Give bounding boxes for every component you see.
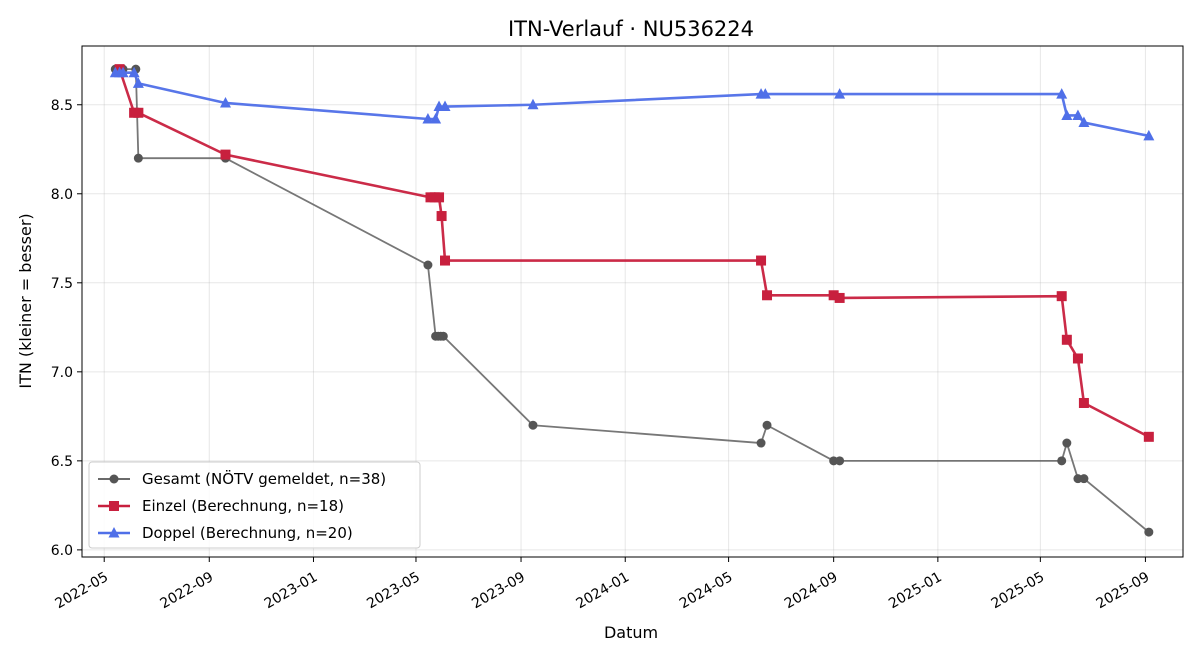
data-point: [756, 438, 766, 448]
data-point: [133, 153, 143, 163]
plot-frame: [81, 45, 1184, 558]
y-axis-label: ITN (kleiner = besser): [16, 213, 35, 388]
data-point: [1056, 88, 1068, 99]
data-point: [422, 113, 434, 124]
x-tick-label: 2022-09: [158, 569, 217, 612]
data-point: [436, 211, 447, 222]
data-point: [128, 66, 140, 78]
y-tick-label: 8.0: [51, 187, 73, 203]
data-point: [762, 290, 773, 301]
y-tick-label: 6.5: [51, 454, 73, 470]
data-point: [1143, 431, 1154, 442]
data-point: [527, 98, 539, 110]
x-tick-label: 2024-09: [782, 569, 841, 612]
data-point: [1061, 334, 1072, 345]
y-tick-label: 7.0: [51, 365, 73, 381]
data-point: [219, 96, 231, 108]
x-axis-label: Datum: [604, 623, 658, 642]
data-point: [835, 456, 845, 466]
series-square: [114, 64, 1154, 442]
x-axis: 2022-05 2022-09 2023-01 2023-05 2023-09 2024-…: [52, 557, 1152, 612]
data-point: [439, 100, 451, 112]
x-tick-label: 2025-09: [1094, 569, 1153, 612]
legend-label: Einzel (Berechnung, n=18): [142, 497, 344, 515]
data-point: [834, 292, 845, 303]
legend-label: Doppel (Berechnung, n=20): [142, 524, 353, 542]
data-point: [132, 77, 144, 88]
legend-box: [88, 461, 421, 549]
data-point: [828, 290, 839, 301]
x-tick-label: 2022-05: [52, 569, 111, 612]
x-tick-label: 2023-01: [262, 569, 321, 612]
x-tick-label: 2025-01: [886, 569, 945, 612]
data-point: [423, 260, 433, 270]
data-point: [528, 420, 538, 430]
legend-swatch-marker: [109, 501, 119, 511]
data-point: [1057, 456, 1067, 466]
series-line: [118, 68, 1150, 438]
series-triangle: [109, 66, 1155, 141]
y-tick-label: 8.5: [51, 98, 73, 114]
y-tick-label: 7.5: [51, 276, 73, 292]
data-point: [434, 192, 445, 203]
x-tick-label: 2023-09: [469, 569, 528, 612]
data-point: [1078, 397, 1089, 408]
series-layer: [109, 64, 1155, 537]
legend: Gesamt (NÖTV gemeldet, n=38) Einzel (Bere…: [88, 461, 421, 549]
data-point: [430, 113, 442, 124]
x-tick-label: 2023-05: [364, 569, 423, 612]
legend-item: Doppel (Berechnung, n=20): [98, 524, 353, 542]
y-axis: 6.0 6.5 7.0 7.5 8.0 8.5: [51, 98, 82, 559]
data-point: [1072, 109, 1084, 120]
legend-label: Gesamt (NÖTV gemeldet, n=38): [142, 469, 386, 488]
chart-title: ITN-Verlauf · NU536224: [508, 17, 754, 41]
x-tick-label: 2025-05: [989, 569, 1048, 612]
data-point: [133, 107, 144, 118]
data-point: [1143, 129, 1155, 141]
data-point: [834, 88, 846, 99]
legend-item: Einzel (Berechnung, n=18): [98, 497, 344, 515]
legend-swatch-marker: [108, 527, 120, 538]
data-point: [1072, 353, 1083, 364]
data-point: [220, 149, 231, 160]
y-tick-label: 6.0: [51, 543, 73, 559]
data-point: [1062, 438, 1072, 448]
data-point: [1079, 474, 1089, 484]
legend-item: Gesamt (NÖTV gemeldet, n=38): [98, 469, 386, 488]
data-point: [1144, 527, 1154, 537]
data-point: [440, 255, 451, 266]
data-point: [759, 88, 771, 99]
data-point: [756, 255, 767, 266]
legend-swatch-marker: [109, 474, 119, 484]
data-point: [438, 331, 448, 341]
data-point: [1056, 291, 1067, 302]
x-tick-label: 2024-01: [573, 569, 632, 612]
data-point: [1078, 116, 1090, 128]
data-point: [1061, 109, 1073, 120]
data-point: [762, 420, 772, 430]
x-tick-label: 2024-05: [677, 569, 736, 612]
data-point: [117, 66, 129, 78]
